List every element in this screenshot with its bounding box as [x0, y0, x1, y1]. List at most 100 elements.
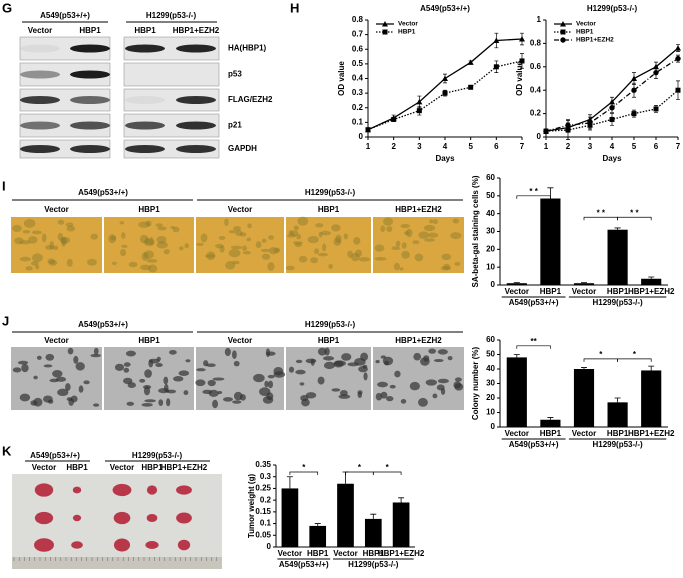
y-tick-label: 30: [486, 227, 495, 236]
cell: [295, 369, 306, 375]
cell: [224, 347, 231, 357]
tumor: [113, 511, 131, 525]
cell: [230, 245, 243, 250]
cell: [261, 253, 271, 260]
blot-row-label: HA(HBP1): [228, 44, 267, 53]
lane-label: HBP1: [318, 205, 340, 214]
tumor: [145, 541, 159, 549]
cell: [440, 266, 451, 271]
y-tick-label: 50: [486, 350, 495, 359]
bar: [607, 402, 628, 427]
y-tick-label: 0: [267, 542, 272, 551]
y-tick-label: 0.8: [352, 15, 364, 24]
panel-letter: J: [2, 313, 9, 328]
point: [609, 105, 615, 111]
cell: [53, 245, 59, 251]
cell: [36, 355, 42, 360]
cell: [169, 349, 177, 355]
blot-band: [70, 145, 110, 153]
blot-band: [125, 145, 165, 153]
significance-bracket: [617, 216, 652, 221]
cell: [385, 395, 394, 402]
cell: [139, 234, 149, 244]
cell: [128, 261, 138, 268]
point: [519, 36, 525, 42]
lane-label: HBP1+EZH2: [395, 205, 442, 214]
cell: [427, 232, 439, 238]
cell: [212, 399, 219, 409]
cell: [143, 238, 155, 246]
cell: [196, 242, 204, 246]
legend-label: Vector: [398, 21, 418, 28]
blot-band: [70, 121, 110, 130]
cell: [454, 261, 461, 266]
cell: [443, 263, 451, 270]
cell: [261, 238, 267, 243]
cell: [375, 360, 380, 364]
x-tick-label: HBP1: [607, 429, 629, 438]
y-tick-label: 0.25: [255, 484, 271, 493]
cell: [394, 262, 400, 271]
cell: [48, 259, 58, 266]
lane-label: HBP1: [134, 26, 156, 35]
y-tick-label: 60: [486, 173, 495, 182]
cell: [90, 233, 99, 240]
cell: [125, 350, 136, 357]
cell: [322, 243, 327, 252]
cell: [341, 353, 352, 361]
group-label: A549(p53+/+): [40, 11, 90, 20]
cell: [328, 263, 334, 269]
blot-row-label: p21: [228, 121, 242, 130]
blot-band: [176, 145, 216, 153]
cell: [260, 248, 270, 253]
cell: [49, 241, 55, 250]
x-tick-label: HBP1: [540, 287, 562, 296]
cell: [423, 355, 430, 362]
y-tick-label: 10: [486, 408, 495, 417]
group-label: H1299(p53-/-): [305, 188, 356, 197]
cell: [140, 264, 152, 271]
cell: [295, 359, 303, 364]
cell: [30, 261, 39, 266]
cell: [111, 261, 117, 265]
blot-band: [20, 145, 60, 153]
cell: [123, 362, 131, 367]
cell: [207, 379, 216, 387]
cell: [288, 230, 294, 236]
cell: [377, 381, 388, 388]
y-axis-label: OD value: [337, 61, 346, 96]
cell: [343, 233, 348, 240]
x-tick-label: HBP1+EZH2: [628, 429, 675, 438]
significance-bracket: [516, 345, 551, 349]
cell: [268, 235, 275, 240]
y-tick-label: 0.4: [352, 74, 364, 83]
cell: [141, 252, 149, 261]
cell: [409, 381, 420, 391]
legend-marker: [382, 29, 388, 35]
cell: [157, 226, 167, 231]
tumor: [34, 538, 54, 552]
cell: [144, 369, 152, 378]
cell: [163, 249, 170, 255]
legend-label: HBP1: [576, 29, 594, 36]
legend-label: Vector: [576, 21, 596, 28]
micrograph: [373, 217, 464, 273]
y-tick-label: 0: [491, 280, 496, 289]
cell: [317, 376, 325, 385]
cell: [93, 403, 100, 407]
blot-band: [70, 44, 110, 53]
blot-band: [176, 96, 216, 104]
cell: [212, 377, 225, 381]
bar: [573, 369, 595, 427]
x-tick-label: Vector: [333, 549, 357, 558]
significance-label: *: [358, 463, 362, 472]
cell: [145, 220, 152, 227]
cell: [432, 219, 438, 225]
cell: [232, 260, 240, 265]
y-tick-label: 0.1: [260, 519, 272, 528]
cell: [146, 258, 158, 263]
cell: [399, 267, 404, 271]
cell: [386, 226, 393, 233]
cell: [170, 226, 176, 230]
